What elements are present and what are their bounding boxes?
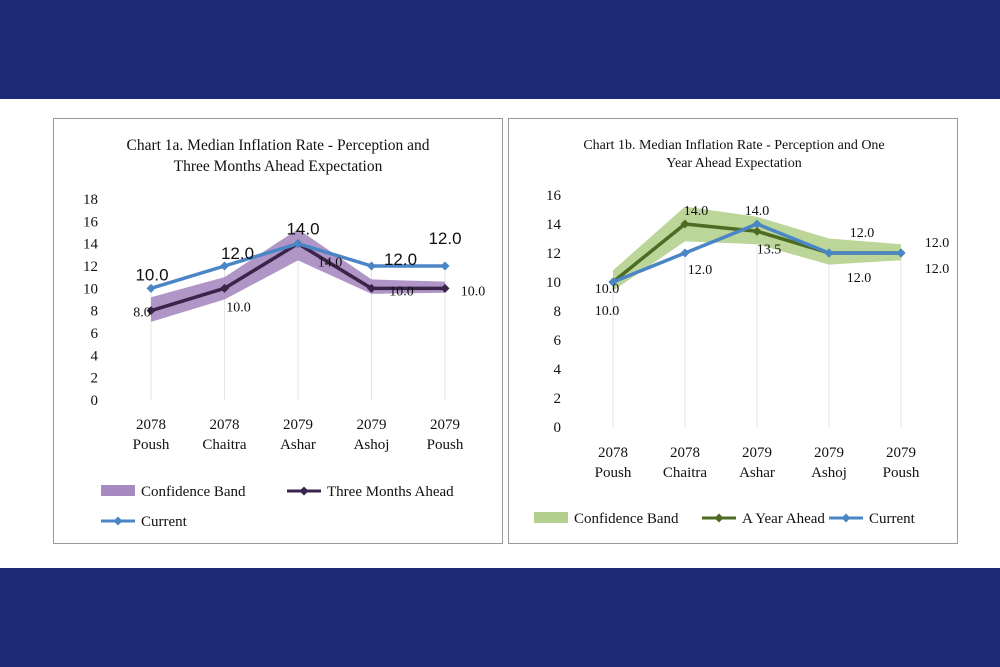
data-label: 12.0	[221, 244, 254, 263]
y-tick-label: 4	[554, 362, 562, 378]
marker-ahead	[752, 226, 762, 236]
x-tick-label: 2078	[136, 417, 166, 433]
marker-current	[680, 248, 690, 258]
marker-ahead	[440, 283, 450, 293]
data-label: 14.0	[286, 220, 319, 239]
y-tick-label: 14	[546, 217, 562, 233]
top-banner	[0, 0, 1000, 99]
x-tick-label: Ashoj	[811, 465, 847, 481]
chart-panel-1b: Chart 1b. Median Inflation Rate - Percep…	[508, 118, 958, 544]
chart-panel-1a: Chart 1a. Median Inflation Rate - Percep…	[53, 118, 503, 544]
y-tick-label: 16	[546, 188, 562, 204]
x-tick-label: 2078	[670, 445, 700, 461]
marker-current	[896, 248, 906, 258]
x-tick-label: Poush	[427, 437, 464, 453]
x-tick-label: 2078	[210, 417, 240, 433]
data-label: 12.0	[428, 229, 461, 248]
marker-current	[440, 261, 450, 271]
marker-current	[367, 261, 376, 271]
y-tick-label: 2	[91, 371, 99, 387]
confidence-band	[151, 229, 445, 322]
marker-current	[146, 283, 156, 293]
y-tick-label: 8	[554, 304, 562, 320]
x-tick-label: 2079	[742, 445, 772, 461]
chart-1a: Chart 1a. Median Inflation Rate - Percep…	[83, 137, 486, 530]
legend-swatch-band	[101, 485, 135, 496]
y-tick-label: 0	[91, 393, 99, 409]
data-label: 10.0	[595, 304, 620, 319]
y-tick-label: 10	[83, 281, 98, 297]
data-label: 12.0	[847, 271, 872, 286]
data-label: 12.0	[688, 263, 713, 278]
x-tick-label: Chaitra	[202, 437, 246, 453]
data-label: 10.0	[461, 284, 486, 299]
y-tick-label: 12	[546, 246, 561, 262]
legend-label: Current	[141, 514, 188, 530]
legend-swatch-marker	[841, 513, 851, 523]
x-tick-label: Chaitra	[663, 465, 707, 481]
y-tick-label: 6	[91, 326, 99, 342]
y-tick-label: 8	[91, 304, 99, 320]
x-tick-label: Poush	[133, 437, 170, 453]
marker-ahead	[146, 306, 156, 316]
y-tick-label: 4	[91, 348, 99, 364]
legend-swatch-band	[534, 512, 568, 523]
marker-current	[824, 248, 834, 258]
x-tick-label: 2079	[886, 445, 916, 461]
x-tick-label: Ashar	[739, 465, 775, 481]
x-tick-label: 2079	[357, 417, 387, 433]
x-tick-label: 2079	[430, 417, 460, 433]
x-tick-label: Poush	[883, 465, 920, 481]
data-label: 14.0	[318, 256, 343, 271]
marker-current	[752, 219, 762, 229]
chart-1b: Chart 1b. Median Inflation Rate - Percep…	[534, 138, 950, 527]
marker-ahead	[220, 283, 229, 293]
legend-swatch-marker	[714, 513, 724, 523]
data-label: 12.0	[384, 250, 417, 269]
data-label: 8.0	[133, 306, 151, 321]
marker-ahead	[680, 219, 690, 229]
data-label: 14.0	[684, 204, 709, 219]
y-tick-label: 2	[554, 391, 562, 407]
legend-label: Current	[869, 511, 916, 527]
marker-current	[293, 239, 303, 249]
marker-current	[608, 277, 618, 287]
data-label: 10.0	[389, 284, 414, 299]
legend-label: A Year Ahead	[742, 511, 825, 527]
y-tick-label: 10	[546, 275, 561, 291]
data-label: 10.0	[135, 265, 168, 284]
y-tick-label: 16	[83, 214, 99, 230]
x-tick-label: Poush	[595, 465, 632, 481]
data-label: 10.0	[226, 300, 251, 315]
legend-label: Confidence Band	[141, 484, 246, 500]
y-tick-label: 6	[554, 333, 562, 349]
data-label: 12.0	[850, 226, 875, 241]
x-tick-label: 2079	[283, 417, 313, 433]
x-tick-label: Ashar	[280, 437, 316, 453]
x-tick-label: Ashoj	[354, 437, 390, 453]
legend-swatch-marker	[299, 486, 309, 496]
data-label: 13.5	[757, 242, 782, 257]
y-tick-label: 12	[83, 259, 98, 275]
legend-label: Three Months Ahead	[327, 484, 454, 500]
chart-title-line1: Chart 1b. Median Inflation Rate - Percep…	[583, 138, 884, 153]
x-tick-label: 2078	[598, 445, 628, 461]
chart-title-line2: Year Ahead Expectation	[666, 156, 801, 171]
chart-title-line2: Three Months Ahead Expectation	[174, 158, 383, 175]
x-tick-label: 2079	[814, 445, 844, 461]
data-label: 10.0	[595, 282, 620, 297]
y-tick-label: 0	[554, 420, 562, 436]
data-label: 12.0	[925, 262, 950, 277]
legend-swatch-marker	[113, 516, 123, 526]
y-tick-label: 14	[83, 237, 99, 253]
data-label: 12.0	[925, 236, 950, 251]
marker-current	[220, 261, 229, 271]
bottom-banner	[0, 568, 1000, 667]
marker-ahead	[367, 283, 376, 293]
y-tick-label: 18	[83, 192, 98, 208]
chart-title-line1: Chart 1a. Median Inflation Rate - Percep…	[126, 137, 429, 154]
data-label: 14.0	[745, 204, 770, 219]
legend-label: Confidence Band	[574, 511, 679, 527]
